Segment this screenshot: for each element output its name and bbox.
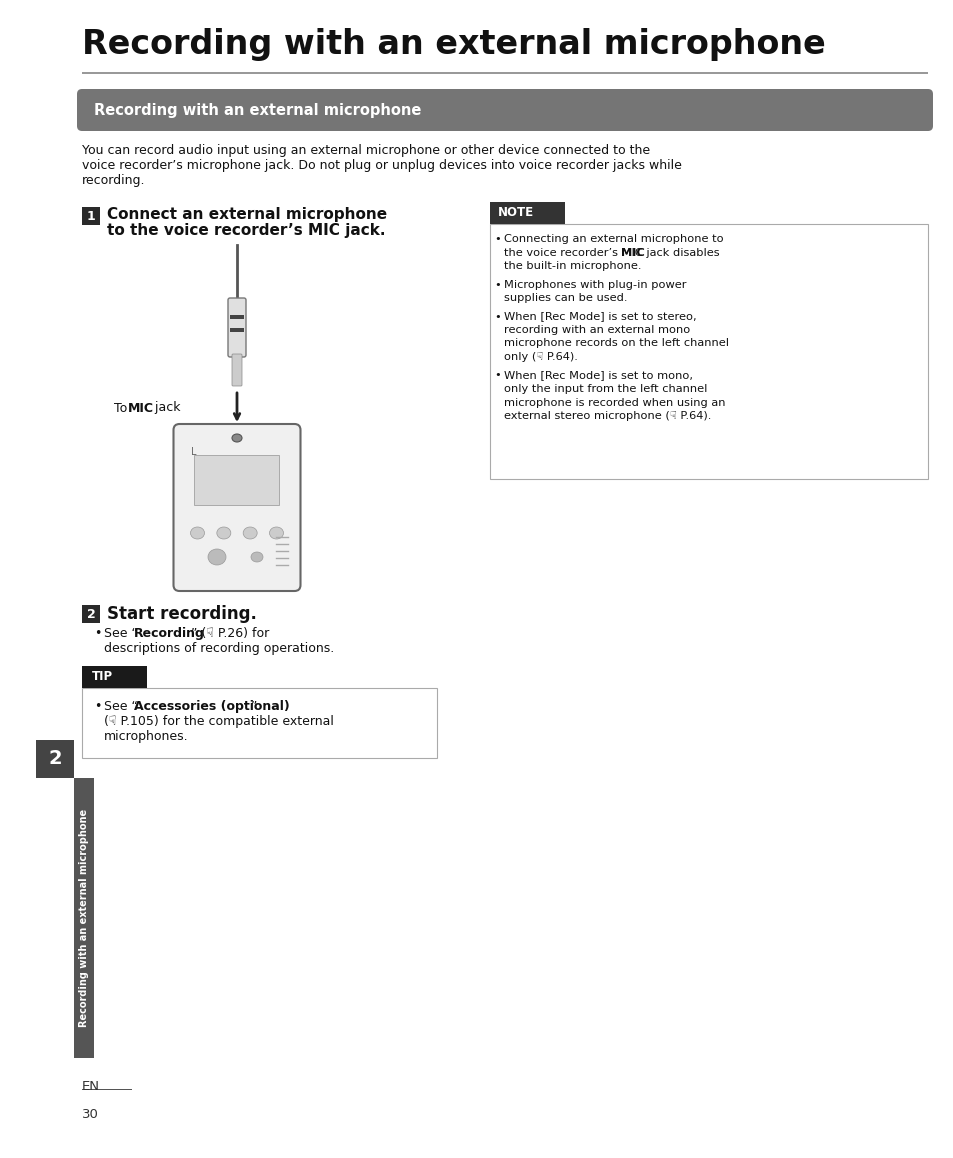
Bar — [490, 201, 564, 223]
Text: ” (☟ P.26) for: ” (☟ P.26) for — [191, 626, 269, 640]
Text: Recording with an external microphone: Recording with an external microphone — [79, 809, 89, 1027]
Text: Connecting an external microphone to: Connecting an external microphone to — [503, 234, 723, 244]
Text: MIC: MIC — [620, 248, 644, 257]
Text: Accessories (optional): Accessories (optional) — [133, 699, 290, 713]
Text: Recording with an external microphone: Recording with an external microphone — [82, 28, 825, 61]
Text: EN: EN — [82, 1080, 100, 1093]
Text: recording with an external mono: recording with an external mono — [503, 325, 690, 335]
Text: to the voice recorder’s MIC jack.: to the voice recorder’s MIC jack. — [107, 223, 385, 239]
Text: 2: 2 — [49, 749, 62, 769]
Text: MIC: MIC — [128, 402, 153, 415]
Text: •: • — [94, 699, 101, 713]
Bar — [82, 666, 147, 688]
Bar — [230, 328, 244, 332]
Text: Recording with an external microphone: Recording with an external microphone — [94, 103, 421, 117]
Text: You can record audio input using an external microphone or other device connecte: You can record audio input using an exte… — [82, 144, 649, 157]
Text: recording.: recording. — [82, 174, 146, 186]
Text: Start recording.: Start recording. — [107, 604, 256, 623]
Bar — [82, 1089, 132, 1090]
Text: TIP: TIP — [91, 670, 113, 683]
Bar — [230, 315, 244, 320]
Text: NOTE: NOTE — [497, 206, 534, 220]
FancyBboxPatch shape — [173, 424, 300, 591]
Text: When [Rec Mode] is set to stereo,: When [Rec Mode] is set to stereo, — [503, 312, 696, 322]
Text: 2: 2 — [87, 608, 95, 621]
Ellipse shape — [251, 552, 263, 562]
Text: See “: See “ — [104, 699, 138, 713]
Bar — [82, 72, 927, 74]
Text: Microphones with plug-in power: Microphones with plug-in power — [503, 279, 686, 290]
Text: only the input from the left channel: only the input from the left channel — [503, 384, 706, 394]
Text: Connect an external microphone: Connect an external microphone — [107, 207, 387, 222]
Text: ”: ” — [251, 699, 257, 713]
Text: Recording: Recording — [133, 626, 205, 640]
Text: microphone records on the left channel: microphone records on the left channel — [503, 338, 728, 349]
Text: 1: 1 — [87, 210, 95, 222]
Text: See “: See “ — [104, 626, 138, 640]
Bar — [194, 455, 279, 505]
Bar — [36, 740, 74, 778]
Text: •: • — [494, 312, 500, 322]
Text: descriptions of recording operations.: descriptions of recording operations. — [104, 642, 334, 655]
Bar — [490, 223, 927, 479]
Ellipse shape — [191, 527, 204, 538]
Ellipse shape — [232, 434, 242, 442]
Text: (☟ P.105) for the compatible external: (☟ P.105) for the compatible external — [104, 714, 334, 728]
Text: the voice recorder’s MIC jack disables: the voice recorder’s MIC jack disables — [503, 248, 719, 257]
Ellipse shape — [216, 527, 231, 538]
FancyBboxPatch shape — [77, 89, 932, 131]
Text: To: To — [113, 402, 132, 415]
Text: •: • — [94, 626, 101, 640]
Text: supplies can be used.: supplies can be used. — [503, 293, 627, 303]
Text: L: L — [192, 447, 196, 457]
Text: 30: 30 — [82, 1108, 99, 1121]
Bar — [74, 778, 94, 1058]
Text: microphone is recorded when using an: microphone is recorded when using an — [503, 397, 724, 408]
Text: voice recorder’s microphone jack. Do not plug or unplug devices into voice recor: voice recorder’s microphone jack. Do not… — [82, 159, 681, 173]
Ellipse shape — [269, 527, 283, 538]
Text: external stereo microphone (☟ P.64).: external stereo microphone (☟ P.64). — [503, 411, 711, 422]
Text: jack: jack — [151, 402, 180, 415]
Text: When [Rec Mode] is set to mono,: When [Rec Mode] is set to mono, — [503, 371, 692, 381]
Ellipse shape — [243, 527, 257, 538]
Text: microphones.: microphones. — [104, 730, 189, 743]
Text: •: • — [494, 234, 500, 244]
FancyBboxPatch shape — [232, 354, 242, 386]
Bar — [82, 604, 100, 623]
Text: •: • — [494, 279, 500, 290]
Bar — [82, 688, 436, 758]
FancyBboxPatch shape — [228, 298, 246, 357]
Text: •: • — [494, 371, 500, 381]
Ellipse shape — [208, 549, 226, 565]
Bar — [82, 207, 100, 225]
Text: the built-in microphone.: the built-in microphone. — [503, 261, 640, 271]
Text: only (☟ P.64).: only (☟ P.64). — [503, 352, 578, 362]
